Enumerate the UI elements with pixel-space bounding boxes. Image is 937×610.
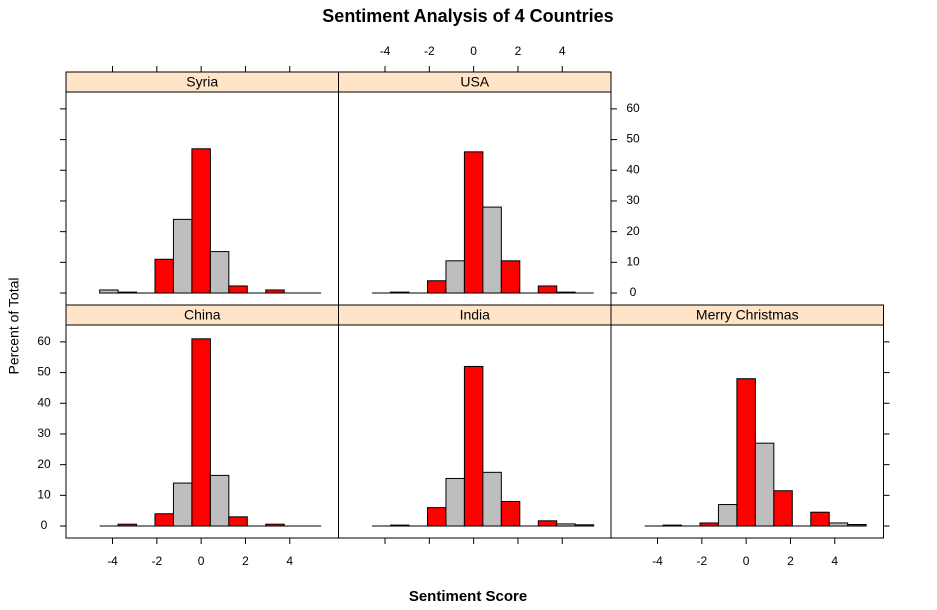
strip-label: Merry Christmas — [696, 307, 799, 323]
bar — [445, 260, 465, 294]
bar — [482, 206, 502, 294]
bar — [426, 507, 447, 527]
bar — [445, 477, 465, 527]
y-tick-label: 20 — [37, 457, 51, 471]
bar — [662, 524, 683, 527]
x-tick-label: -4 — [652, 554, 663, 568]
bar — [154, 513, 174, 527]
bar — [117, 523, 138, 527]
bar — [191, 148, 211, 294]
y-tick-label: 0 — [41, 518, 48, 532]
bar — [736, 378, 756, 527]
bar — [482, 471, 502, 527]
y-tick-label: 20 — [626, 224, 640, 238]
bar — [390, 291, 410, 294]
bar — [265, 523, 285, 527]
y-tick-label: 0 — [630, 285, 637, 299]
y-tick-label: 50 — [37, 365, 51, 379]
bar — [172, 482, 193, 527]
y-tick-label: 30 — [626, 193, 640, 207]
chart-title: Sentiment Analysis of 4 Countries — [322, 6, 613, 26]
bar — [209, 251, 230, 294]
x-tick-label: 2 — [515, 44, 522, 58]
bar — [500, 260, 521, 294]
bar — [556, 291, 576, 294]
bar — [463, 151, 484, 294]
bar — [99, 289, 119, 294]
y-tick-label: 60 — [626, 101, 640, 115]
bar — [191, 338, 211, 527]
x-axis-label: Sentiment Score — [409, 588, 527, 605]
bar — [828, 522, 849, 527]
x-tick-label: 0 — [198, 554, 205, 568]
x-tick-label: -4 — [380, 44, 391, 58]
strip-label: China — [184, 307, 221, 323]
bar — [699, 522, 719, 527]
bar — [810, 511, 830, 527]
bar — [426, 280, 447, 294]
bar — [773, 490, 793, 527]
bar — [500, 500, 521, 527]
panel — [338, 91, 612, 306]
bar — [228, 285, 248, 294]
x-tick-label: 4 — [559, 44, 566, 58]
bar — [390, 524, 410, 527]
x-tick-label: 2 — [787, 554, 794, 568]
panel — [610, 324, 884, 539]
strip-label: USA — [460, 74, 489, 90]
x-tick-label: 0 — [470, 44, 477, 58]
bar — [717, 504, 738, 527]
y-tick-label: 60 — [37, 334, 51, 348]
x-tick-label: 2 — [242, 554, 249, 568]
y-tick-label: 10 — [626, 255, 640, 269]
x-tick-label: 4 — [831, 554, 838, 568]
bar — [117, 291, 138, 294]
bar — [463, 365, 484, 527]
bar — [209, 474, 230, 527]
strip-label: India — [460, 307, 491, 323]
y-tick-label: 50 — [626, 132, 640, 146]
x-tick-label: -2 — [696, 554, 707, 568]
bar — [537, 520, 558, 527]
bar — [574, 524, 595, 527]
bar — [265, 289, 285, 294]
y-axis-label: Percent of Total — [6, 277, 22, 374]
x-tick-label: -2 — [151, 554, 162, 568]
bar — [154, 258, 174, 294]
y-tick-label: 40 — [37, 395, 51, 409]
x-tick-label: 4 — [286, 554, 293, 568]
strip-label: Syria — [186, 74, 218, 90]
y-tick-label: 30 — [37, 426, 51, 440]
x-tick-label: -4 — [107, 554, 118, 568]
bar — [754, 442, 775, 527]
bar — [556, 523, 576, 527]
y-tick-label: 10 — [37, 488, 51, 502]
x-tick-label: 0 — [743, 554, 750, 568]
bar — [847, 523, 867, 527]
bar — [228, 516, 248, 527]
bar — [172, 218, 193, 294]
bar — [537, 285, 558, 294]
x-tick-label: -2 — [424, 44, 435, 58]
y-tick-label: 40 — [626, 162, 640, 176]
